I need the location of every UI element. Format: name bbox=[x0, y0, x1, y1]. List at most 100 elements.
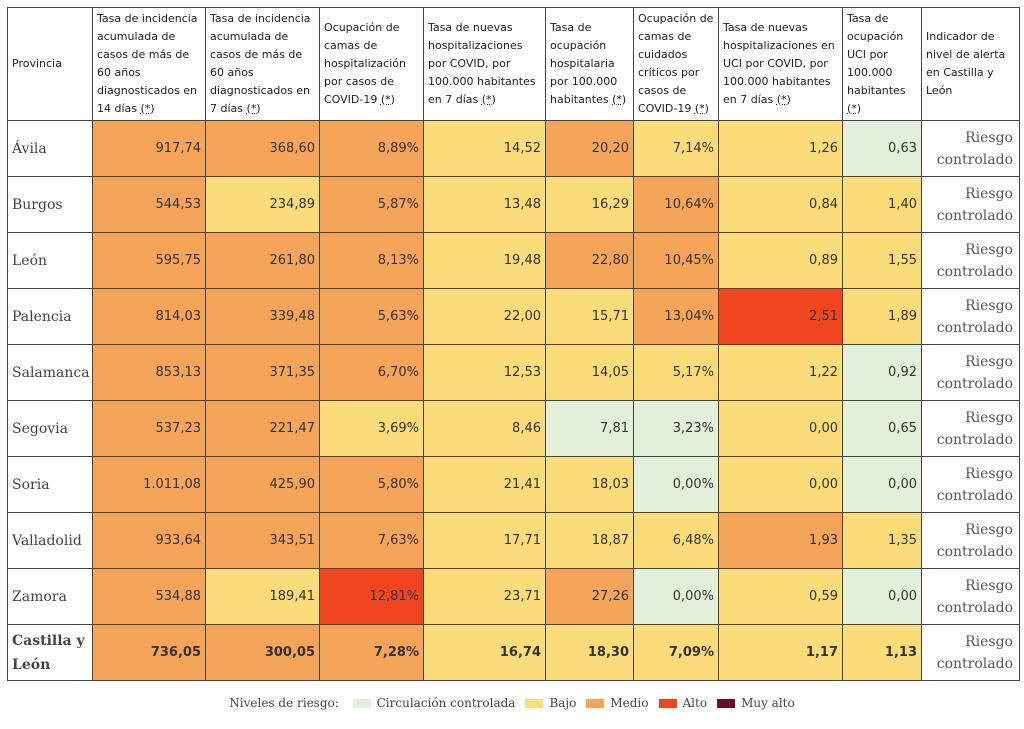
header-indicator-7: Tasa de nuevas hospitalizaciones en UCI … bbox=[718, 7, 843, 121]
value-cell: 2,51 bbox=[718, 288, 843, 345]
value-cell: 234,89 bbox=[205, 176, 320, 233]
header-label: Tasa de ocupación hospitalaria por 100.0… bbox=[550, 21, 618, 106]
risk-indicators-table: Provincia Tasa de incidencia acumulada de… bbox=[7, 7, 1020, 681]
value-cell: 0,00% bbox=[633, 456, 719, 513]
legend-item: Muy alto bbox=[717, 696, 795, 710]
header-label: Tasa de nuevas hospitalizaciones por COV… bbox=[428, 21, 536, 106]
value-cell: 1.011,08 bbox=[92, 456, 206, 513]
table-row: Valladolid 933,64 343,51 7,63% 17,71 18,87 6,4… bbox=[7, 512, 1020, 569]
header-note-link[interactable]: (*) bbox=[612, 93, 627, 106]
header-note-link[interactable]: (*) bbox=[380, 93, 395, 106]
value-cell: 0,65 bbox=[842, 400, 922, 457]
value-cell: 1,40 bbox=[842, 176, 922, 233]
header-label: Indicador de nivel de alerta en Castilla… bbox=[926, 30, 1006, 97]
value-cell: 10,64% bbox=[633, 176, 719, 233]
value-cell: 0,00 bbox=[718, 456, 843, 513]
value-cell: 0,00 bbox=[718, 400, 843, 457]
value-cell: 189,41 bbox=[205, 568, 320, 625]
value-cell: 917,74 bbox=[92, 120, 206, 177]
header-note-link[interactable]: (*) bbox=[140, 102, 155, 115]
legend-title: Niveles de riesgo: bbox=[229, 696, 339, 710]
value-cell: 14,52 bbox=[423, 120, 546, 177]
province-name: Burgos bbox=[7, 176, 93, 233]
legend-swatch bbox=[525, 699, 544, 708]
province-name: Palencia bbox=[7, 288, 93, 345]
value-cell: 0,00 bbox=[842, 456, 922, 513]
legend-swatch bbox=[658, 699, 677, 708]
province-name: León bbox=[7, 232, 93, 289]
value-cell: 1,89 bbox=[842, 288, 922, 345]
legend-item: Medio bbox=[586, 696, 649, 710]
province-name: Valladolid bbox=[7, 512, 93, 569]
header-indicator-8: Tasa de ocupación UCI por 100.000 habita… bbox=[842, 7, 922, 121]
value-cell: 736,05 bbox=[92, 624, 206, 681]
value-cell: 23,71 bbox=[423, 568, 546, 625]
value-cell: 7,28% bbox=[319, 624, 424, 681]
value-cell: 0,63 bbox=[842, 120, 922, 177]
value-cell: 7,14% bbox=[633, 120, 719, 177]
value-cell: 13,04% bbox=[633, 288, 719, 345]
value-cell: 853,13 bbox=[92, 344, 206, 401]
header-indicator-4: Tasa de nuevas hospitalizaciones por COV… bbox=[423, 7, 546, 121]
value-cell: 1,35 bbox=[842, 512, 922, 569]
value-cell: 18,87 bbox=[545, 512, 634, 569]
header-note-link[interactable]: (*) bbox=[246, 102, 261, 115]
value-cell: 17,71 bbox=[423, 512, 546, 569]
value-cell: 221,47 bbox=[205, 400, 320, 457]
value-cell: 595,75 bbox=[92, 232, 206, 289]
header-label: Tasa de nuevas hospitalizaciones en UCI … bbox=[723, 21, 835, 106]
value-cell: 5,63% bbox=[319, 288, 424, 345]
value-cell: 15,71 bbox=[545, 288, 634, 345]
value-cell: 8,13% bbox=[319, 232, 424, 289]
alert-level-cell: Riesgo controlado bbox=[921, 176, 1020, 233]
header-label: Provincia bbox=[12, 57, 62, 70]
value-cell: 18,03 bbox=[545, 456, 634, 513]
header-label: Ocupación de camas de cuidados críticos … bbox=[638, 12, 714, 115]
table-row: Palencia 814,03 339,48 5,63% 22,00 15,71 13,04… bbox=[7, 288, 1020, 345]
legend-swatch bbox=[717, 699, 736, 708]
alert-level-cell: Riesgo controlado bbox=[921, 624, 1020, 681]
legend-item: Alto bbox=[658, 696, 708, 710]
header-note-link[interactable]: (*) bbox=[847, 102, 862, 115]
alert-level-cell: Riesgo controlado bbox=[921, 512, 1020, 569]
legend-label: Circulación controlada bbox=[376, 696, 516, 710]
legend-item: Circulación controlada bbox=[352, 696, 516, 710]
legend-label: Alto bbox=[682, 696, 708, 710]
value-cell: 18,30 bbox=[545, 624, 634, 681]
value-cell: 22,80 bbox=[545, 232, 634, 289]
value-cell: 339,48 bbox=[205, 288, 320, 345]
value-cell: 27,26 bbox=[545, 568, 634, 625]
header-note-link[interactable]: (*) bbox=[776, 93, 791, 106]
alert-level-cell: Riesgo controlado bbox=[921, 456, 1020, 513]
value-cell: 13,48 bbox=[423, 176, 546, 233]
header-indicator-2: Tasa de incidencia acumulada de casos de… bbox=[205, 7, 320, 121]
value-cell: 425,90 bbox=[205, 456, 320, 513]
legend-swatch bbox=[352, 699, 371, 708]
value-cell: 21,41 bbox=[423, 456, 546, 513]
alert-level-cell: Riesgo controlado bbox=[921, 120, 1020, 177]
table-header-row: Provincia Tasa de incidencia acumulada de… bbox=[7, 7, 1020, 121]
value-cell: 20,20 bbox=[545, 120, 634, 177]
value-cell: 8,89% bbox=[319, 120, 424, 177]
header-note-link[interactable]: (*) bbox=[694, 102, 709, 115]
province-name: Soria bbox=[7, 456, 93, 513]
value-cell: 22,00 bbox=[423, 288, 546, 345]
header-provincia: Provincia bbox=[7, 7, 93, 121]
value-cell: 3,23% bbox=[633, 400, 719, 457]
value-cell: 368,60 bbox=[205, 120, 320, 177]
value-cell: 7,63% bbox=[319, 512, 424, 569]
value-cell: 534,88 bbox=[92, 568, 206, 625]
table-row: Burgos 544,53 234,89 5,87% 13,48 16,29 10,64% 0… bbox=[7, 176, 1020, 233]
province-name: Zamora bbox=[7, 568, 93, 625]
value-cell: 1,55 bbox=[842, 232, 922, 289]
alert-level-cell: Riesgo controlado bbox=[921, 400, 1020, 457]
legend-label: Medio bbox=[610, 696, 649, 710]
alert-level-cell: Riesgo controlado bbox=[921, 344, 1020, 401]
header-label: Tasa de incidencia acumulada de casos de… bbox=[97, 12, 198, 115]
value-cell: 16,74 bbox=[423, 624, 546, 681]
legend-label: Muy alto bbox=[741, 696, 795, 710]
header-note-link[interactable]: (*) bbox=[481, 93, 496, 106]
legend-swatch bbox=[586, 699, 605, 708]
alert-level-cell: Riesgo controlado bbox=[921, 568, 1020, 625]
header-indicator-1: Tasa de incidencia acumulada de casos de… bbox=[92, 7, 206, 121]
